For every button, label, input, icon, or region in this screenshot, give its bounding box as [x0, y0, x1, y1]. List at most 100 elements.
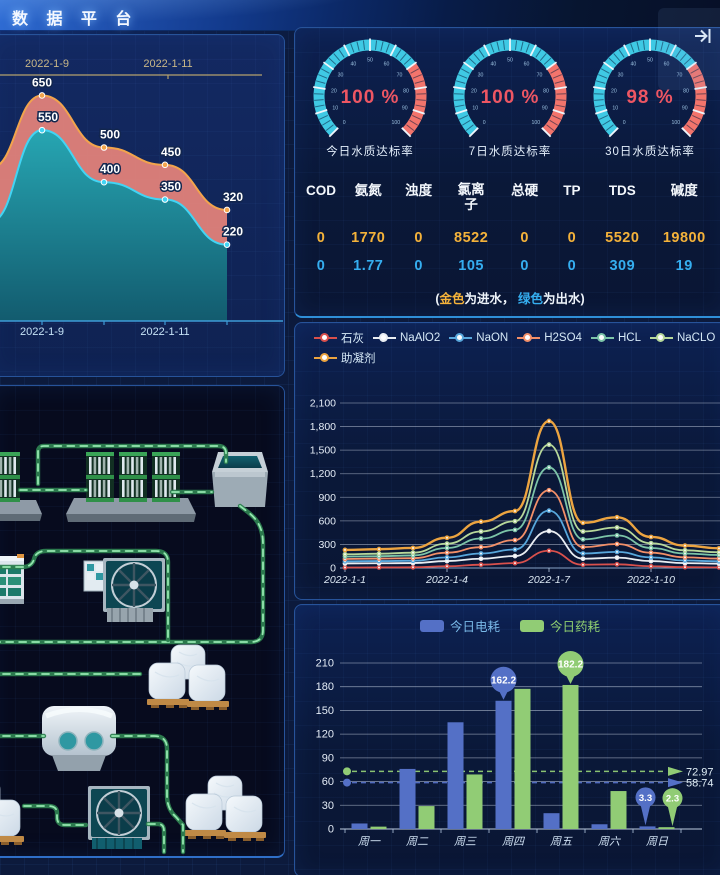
svg-text:150: 150: [316, 705, 334, 717]
storage-bags-c: [0, 779, 25, 846]
svg-text:2022-1-9: 2022-1-9: [25, 58, 69, 70]
svg-text:1,200: 1,200: [310, 468, 336, 480]
legend-item-HCL[interactable]: HCL: [590, 330, 641, 346]
svg-text:70: 70: [397, 73, 403, 79]
legend-item-今日电耗[interactable]: 今日电耗: [419, 616, 500, 635]
legend-line-marker: [314, 353, 337, 363]
svg-text:3.3: 3.3: [639, 793, 652, 804]
svg-text:162.2: 162.2: [491, 675, 516, 686]
bar-今日药耗-周二: [418, 806, 435, 829]
legend-label: NaON: [476, 332, 509, 344]
table-row-出水: 0 1.77 0 105 0 0 309 19: [300, 257, 720, 275]
pipeline-network: [0, 443, 266, 855]
clarifier-1: [83, 556, 167, 622]
table-value: 0: [316, 258, 326, 275]
column-header: 氨氮: [354, 183, 382, 198]
membrane-racks: [0, 452, 180, 502]
svg-text:100: 100: [531, 120, 540, 126]
svg-text:210: 210: [316, 657, 334, 669]
column-header: TP: [563, 183, 581, 198]
bar-今日药耗-周一: [370, 826, 387, 829]
svg-text:400: 400: [100, 162, 120, 176]
legend-item-NaCLO[interactable]: NaCLO: [649, 330, 715, 346]
line-series-NaAlO2: [344, 530, 720, 565]
column-header: 总硬: [511, 183, 539, 198]
legend-item-助凝剂[interactable]: 助凝剂: [314, 350, 376, 366]
svg-text:40: 40: [631, 61, 637, 67]
legend-swatch: [419, 619, 444, 632]
table-value: 0: [520, 230, 529, 247]
svg-text:周二: 周二: [406, 836, 429, 848]
svg-text:2022-1-9: 2022-1-9: [20, 326, 64, 338]
column-header: 浊度: [405, 183, 433, 198]
panel-water-quality: [294, 27, 720, 318]
svg-text:1,500: 1,500: [310, 445, 336, 457]
gauge-2: 0 10 20 30 40 50 60 70 80 90 100 98 % 30日水质达标率: [580, 36, 720, 162]
legend-item-H2SO4[interactable]: H2SO4: [517, 330, 582, 346]
svg-text:900: 900: [318, 492, 336, 504]
svg-text:120: 120: [316, 729, 334, 741]
legend-item-NaON[interactable]: NaON: [449, 330, 508, 346]
legend-item-NaAlO2[interactable]: NaAlO2: [373, 330, 440, 346]
bar-今日药耗-周六: [610, 791, 627, 829]
table-value: 0: [567, 230, 577, 247]
footnote-gold: 金色: [439, 292, 465, 306]
inflow-outflow-area-chart: 2022-1-9 2022-1-11 2022-1-9 2022-1-11 650 500…: [0, 58, 283, 338]
svg-text:2022-1-10: 2022-1-10: [626, 574, 675, 586]
gauge-label-2: 30日水质达标率: [605, 146, 695, 158]
svg-text:50: 50: [647, 58, 653, 64]
svg-text:100: 100: [391, 120, 400, 126]
svg-text:90: 90: [322, 752, 334, 764]
svg-text:周一: 周一: [358, 836, 381, 848]
storage-bags-a: [146, 644, 230, 711]
svg-text:50: 50: [507, 58, 513, 64]
svg-text:72.97: 72.97: [686, 766, 714, 778]
svg-text:180: 180: [316, 681, 334, 693]
svg-text:10: 10: [332, 105, 338, 111]
bar-今日药耗-周日: [658, 827, 675, 829]
svg-text:60: 60: [322, 776, 334, 788]
legend-label: H2SO4: [544, 332, 582, 344]
svg-text:周五: 周五: [550, 836, 573, 848]
table-value: 309: [609, 258, 636, 275]
svg-text:90: 90: [402, 105, 408, 111]
legend-item-石灰[interactable]: 石灰: [314, 330, 364, 346]
gauge-1: 0 10 20 30 40 50 60 70 80 90 100 100 % 7日水质达标率: [440, 36, 580, 162]
table-value: 0: [520, 258, 529, 275]
svg-text:周四: 周四: [502, 836, 526, 848]
bar-今日药耗-周五: [562, 684, 579, 829]
chemical-building: [0, 554, 24, 604]
svg-text:182.2: 182.2: [558, 659, 583, 670]
bar-今日电耗-周二: [399, 768, 416, 829]
svg-text:1,800: 1,800: [310, 421, 336, 433]
legend-line-marker: [590, 333, 614, 343]
svg-text:320: 320: [223, 190, 243, 204]
bar-今日药耗-周四: [514, 688, 531, 829]
bar-今日电耗-周六: [591, 824, 608, 829]
legend-line-marker: [517, 333, 541, 343]
legend-swatch: [520, 619, 544, 632]
table-header-row: COD 氨氮 浊度 氯离子 总硬 TP TDS 碱度: [300, 182, 720, 214]
svg-text:220: 220: [223, 225, 243, 239]
consumption-legend: 今日电耗 今日药耗: [294, 616, 720, 635]
table-value: 1770: [351, 230, 386, 247]
table-footnote: (金色为进水， 绿色为出水): [300, 288, 720, 307]
svg-text:10: 10: [612, 105, 618, 111]
svg-text:80: 80: [543, 88, 549, 94]
column-header: 碱度: [670, 183, 698, 198]
expand-icon[interactable]: [692, 26, 714, 46]
svg-text:2022-1-11: 2022-1-11: [143, 58, 192, 70]
table-value: 8522: [454, 230, 489, 247]
table-value: 0: [414, 230, 423, 247]
svg-text:20: 20: [471, 88, 477, 94]
clarifier-2: [86, 784, 152, 849]
svg-text:350: 350: [161, 180, 181, 194]
svg-text:0: 0: [328, 824, 334, 836]
legend-label: 助凝剂: [341, 353, 376, 365]
svg-text:0: 0: [483, 120, 486, 126]
corner-overlay: [658, 8, 720, 90]
legend-item-今日药耗[interactable]: 今日药耗: [520, 616, 600, 635]
table-value: 1.77: [353, 258, 384, 275]
storage-bags-b: [183, 775, 267, 842]
